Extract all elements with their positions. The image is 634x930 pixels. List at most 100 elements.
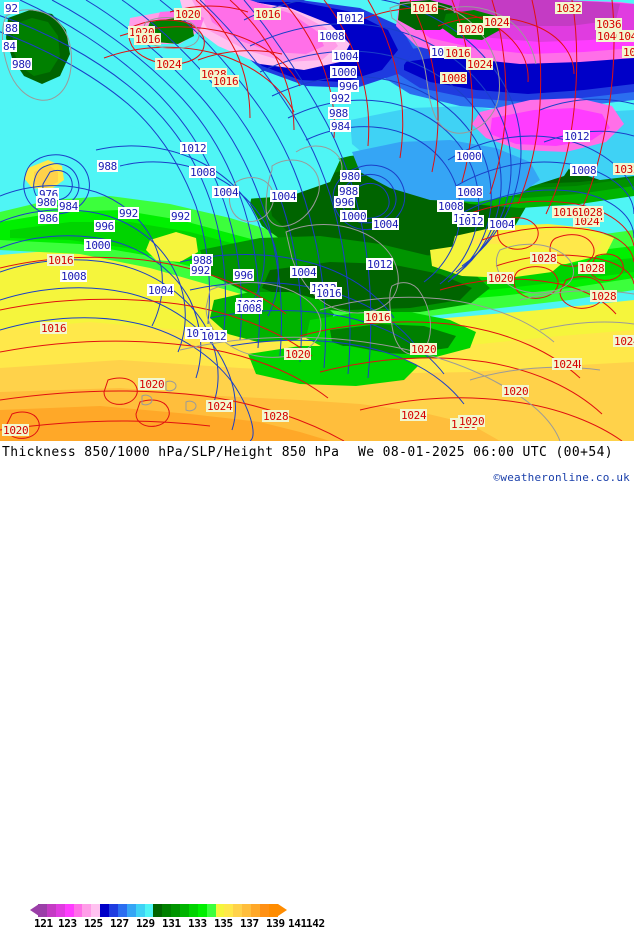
height-contour-label: 1016 (364, 311, 392, 324)
slp-contour-label: 980 (36, 196, 57, 209)
height-contour-label: 1048 (622, 46, 634, 58)
slp-contour-label: 1012 (563, 130, 591, 143)
colorbar-swatch (188, 904, 198, 917)
slp-contour-label: 992 (170, 210, 191, 223)
colorbar-swatch (180, 904, 189, 917)
slp-contour-label: 988 (338, 185, 359, 198)
colorbar-swatch (73, 904, 83, 917)
height-contour-label: 1020 (457, 23, 485, 36)
colorbar-swatch (153, 904, 163, 917)
colorbar-swatch (197, 904, 207, 917)
slp-contour-label: 992 (118, 207, 139, 220)
height-contour-label: 1016 (134, 33, 162, 46)
slp-contour-label: 1016 (315, 287, 343, 300)
colorbar-tick: 133 (188, 917, 207, 930)
slp-contour-label: 1008 (235, 302, 263, 315)
slp-contour-label: 1012 (457, 215, 485, 228)
colorbar-swatch (55, 904, 65, 917)
colorbar-tick: 139 (266, 917, 285, 930)
slp-contour-label: 984 (330, 120, 351, 133)
slp-contour-label: 1004 (488, 218, 516, 231)
height-contour-label: 1016 (444, 47, 472, 60)
thickness-colorbar[interactable] (30, 904, 287, 917)
colorbar-swatch (109, 904, 118, 917)
height-contour-label: 1028 (576, 206, 604, 219)
height-contour-label: 1028 (590, 290, 618, 303)
colorbar-swatch (64, 904, 74, 917)
slp-contour-label: 988 (328, 107, 349, 120)
slp-contour-label: 1012 (337, 12, 365, 25)
height-contour-label: 1016 (411, 2, 439, 15)
slp-contour-label: 1008 (570, 164, 598, 177)
slp-contour-label: 1000 (330, 66, 358, 79)
height-contour-label: 1040 (596, 30, 624, 43)
colorbar-tick: 142 (306, 917, 325, 930)
height-contour-label: 1032 (555, 2, 583, 15)
colorbar-tick: 129 (136, 917, 155, 930)
height-contour-label: 1020 (174, 8, 202, 21)
colorbar-swatch (259, 904, 269, 917)
colorbar-tick-labels: 121 123 125 127 129 131 133 135 137 139 141 142 (30, 917, 325, 930)
slp-contour-label: 1004 (212, 186, 240, 199)
colorbar-tick: 127 (110, 917, 129, 930)
slp-contour-label: 1004 (332, 50, 360, 63)
height-contour-label: 1024 (552, 358, 580, 371)
height-contour-label: 1036 (595, 18, 623, 31)
colorbar-tick: 125 (84, 917, 103, 930)
height-contour-label: 1020 (138, 378, 166, 391)
height-contour-label: 1016 (254, 8, 282, 21)
colorbar-arrow-right (278, 904, 287, 916)
slp-contour-label: 980 (11, 58, 32, 71)
slp-contour-label: 986 (38, 212, 59, 225)
slp-contour-label: 88 (4, 22, 19, 35)
slp-contour-label: 984 (58, 200, 79, 213)
colorbar-swatch (206, 904, 216, 917)
copyright-notice: ©weatheronline.co.uk (493, 471, 630, 484)
colorbar-swatch (100, 904, 109, 917)
slp-contour-label: 1008 (60, 270, 88, 283)
colorbar-tick: 131 (162, 917, 181, 930)
weather-map-canvas[interactable]: 92 88 84 980 1012 1008 988 1004 976 980 984 986 992 9… (0, 0, 634, 441)
colorbar-swatch (215, 904, 225, 917)
colorbar-swatch (38, 904, 47, 917)
colorbar-swatch (46, 904, 56, 917)
colorbar-tick: 141 (288, 917, 307, 930)
slp-contour-label: 1012 (180, 142, 208, 155)
slp-contour-label: 92 (4, 2, 19, 15)
colorbar-swatch (91, 904, 101, 917)
height-contour-label: 1024 (400, 409, 428, 422)
slp-contour-label: 1008 (437, 200, 465, 213)
colorbar-swatch (233, 904, 243, 917)
slp-contour-label: 1004 (290, 266, 318, 279)
height-contour-label: 1020 (502, 385, 530, 398)
slp-contour-label: 1004 (147, 284, 175, 297)
colorbar-swatch (268, 904, 278, 917)
slp-contour-label: 1012 (366, 258, 394, 271)
colorbar-swatch (251, 904, 260, 917)
height-contour-label: 1016 (552, 206, 580, 219)
map-datetime: We 08-01-2025 06:00 UTC (00+54) (358, 445, 614, 460)
colorbar-swatch (162, 904, 172, 917)
slp-contour-label: 996 (338, 80, 359, 93)
slp-contour-label: 1008 (456, 186, 484, 199)
slp-contour-label: 1012 (200, 330, 228, 343)
height-contour-label: 1040 (617, 30, 634, 42)
slp-contour-label: 988 (192, 254, 213, 267)
slp-contour-label: 980 (340, 170, 361, 183)
colorbar-swatch (242, 904, 251, 917)
height-contour-label: 1028 (578, 262, 606, 275)
colorbar-swatch (171, 904, 180, 917)
slp-contour-label: 1000 (455, 150, 483, 163)
slp-contour-label: 1004 (270, 190, 298, 203)
height-contour-label: 1028 (262, 410, 290, 423)
height-contour-label: 1032 (613, 163, 634, 175)
map-footer: Thickness 850/1000 hPa/SLP/Height 850 hP… (0, 441, 634, 930)
slp-contour-label: 996 (233, 269, 254, 282)
slp-contour-label: 988 (97, 160, 118, 173)
height-contour-label: 1024 (466, 58, 494, 71)
colorbar-swatch (135, 904, 145, 917)
colorbar-swatch (126, 904, 136, 917)
colorbar-tick: 121 (34, 917, 53, 930)
slp-contour-label: 84 (2, 40, 17, 53)
colorbar-swatch (224, 904, 234, 917)
